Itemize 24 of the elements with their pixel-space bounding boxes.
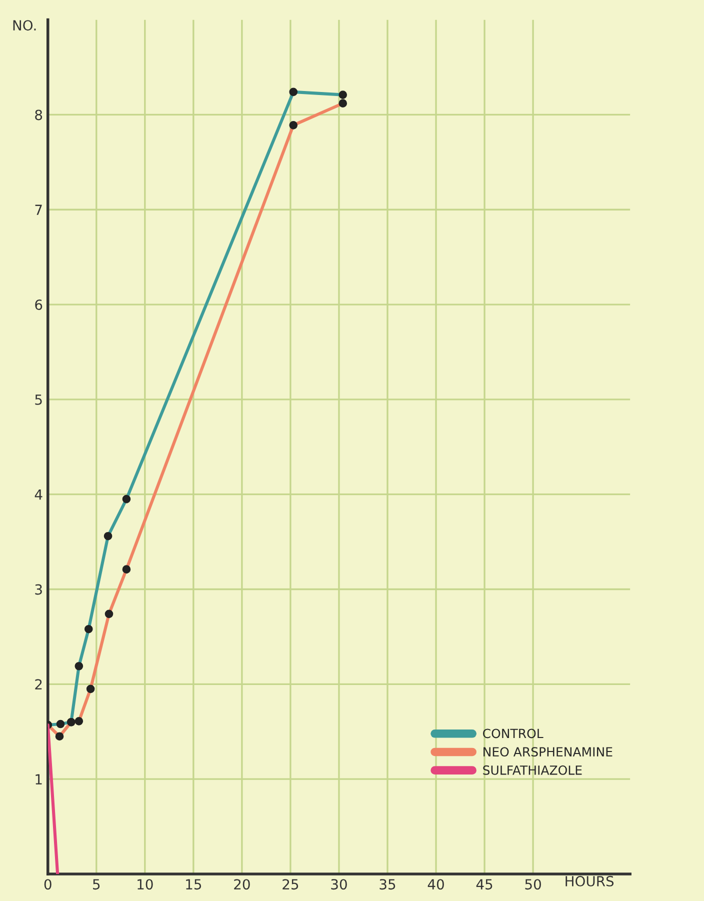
y-tick-label: 2	[35, 679, 42, 690]
x-tick-label: 45	[476, 879, 492, 890]
x-tick-label: 15	[186, 879, 202, 890]
x-tick-label: 20	[234, 879, 250, 890]
legend-label: NEO ARSPHENAMINE	[484, 747, 612, 757]
x-tick-label: 25	[282, 879, 298, 890]
legend-label: CONTROL	[483, 728, 544, 738]
y-tick-label: 7	[35, 204, 42, 215]
x-tick-label: 35	[380, 879, 396, 890]
legend-label: SULFATHIAZOLE	[483, 765, 582, 775]
y-tick-label: 6	[35, 300, 42, 310]
x-tick-label: 10	[138, 879, 153, 890]
x-tick-label: 50	[525, 879, 541, 890]
y-tick-label: 5	[35, 394, 42, 405]
x-axis-title: HOURS	[566, 876, 614, 886]
y-tick-label: 4	[34, 490, 42, 500]
y-axis-title: NO.	[13, 20, 36, 31]
y-tick-label: 3	[35, 584, 42, 595]
x-tick-label: 30	[331, 879, 347, 890]
x-tick-label: 0	[44, 879, 52, 890]
x-tick-label: 5	[93, 879, 100, 890]
x-tick-label: 40	[428, 879, 444, 890]
y-tick-label: 1	[36, 774, 42, 784]
y-tick-label: 8	[35, 110, 42, 120]
